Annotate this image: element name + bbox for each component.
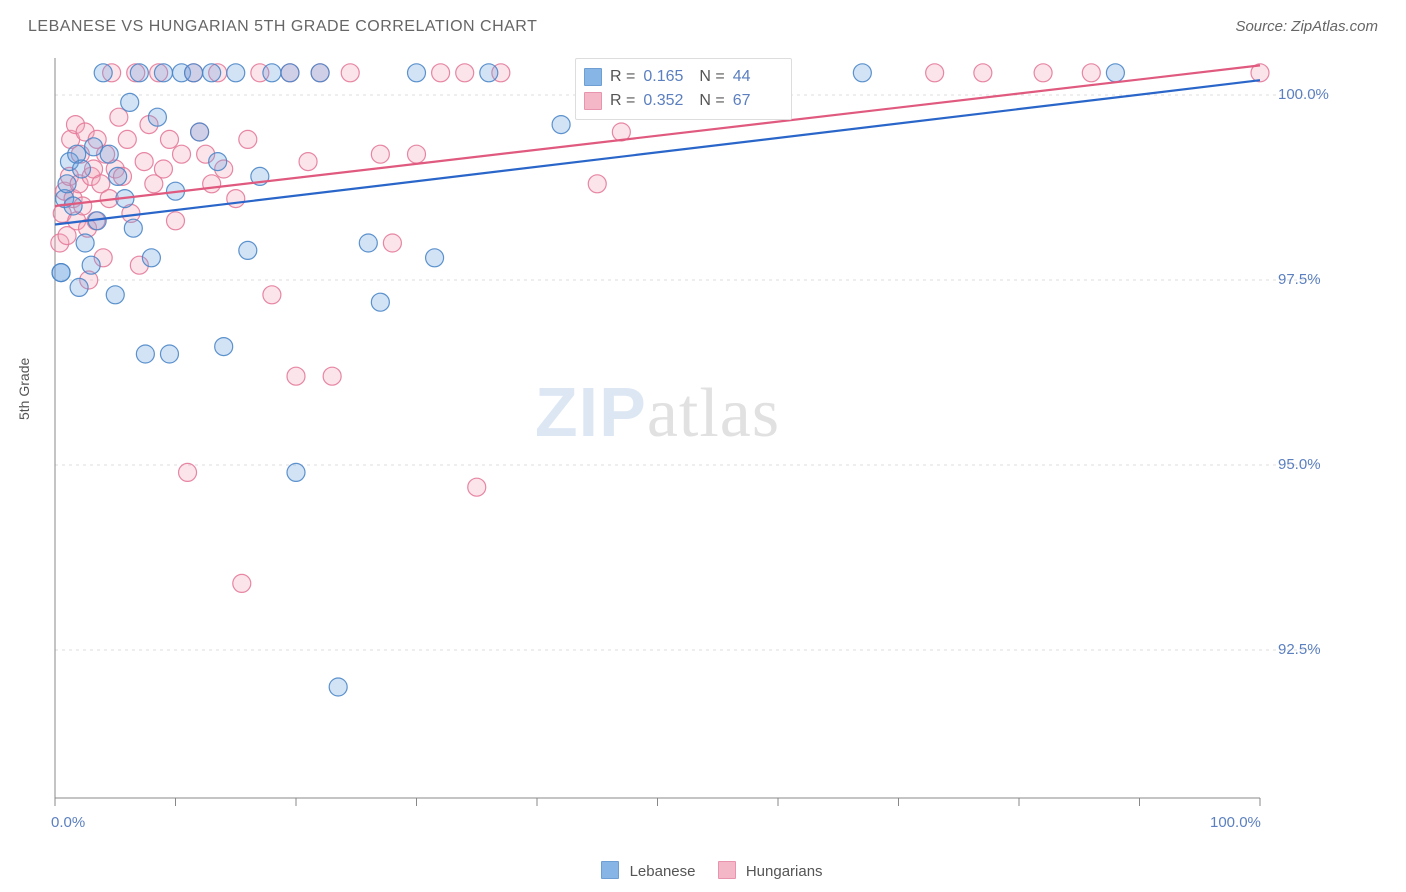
x-tick-label: 0.0% bbox=[51, 814, 85, 831]
n-value-hungarian: 67 bbox=[733, 89, 781, 113]
bottom-legend: Lebanese Hungarians bbox=[0, 861, 1406, 880]
stats-box: R = 0.165 N = 44 R = 0.352 N = 67 bbox=[575, 58, 792, 120]
r-value-hungarian: 0.352 bbox=[643, 89, 691, 113]
y-axis-label: 5th Grade bbox=[16, 358, 32, 420]
y-tick-label: 95.0% bbox=[1278, 456, 1321, 473]
legend-label-lebanese: Lebanese bbox=[630, 863, 696, 880]
r-value-lebanese: 0.165 bbox=[643, 65, 691, 89]
y-tick-label: 100.0% bbox=[1278, 86, 1329, 103]
source-attribution: Source: ZipAtlas.com bbox=[1235, 18, 1378, 35]
plot-area: R = 0.165 N = 44 R = 0.352 N = 67 ZIPatl… bbox=[55, 58, 1260, 798]
chart-title: LEBANESE VS HUNGARIAN 5TH GRADE CORRELAT… bbox=[28, 18, 537, 36]
stats-row-hungarian: R = 0.352 N = 67 bbox=[584, 89, 781, 113]
legend-swatch-hungarian bbox=[718, 861, 736, 879]
scatter-chart bbox=[55, 58, 1260, 798]
x-tick-label: 100.0% bbox=[1210, 814, 1261, 831]
y-tick-label: 92.5% bbox=[1278, 641, 1321, 658]
y-tick-label: 97.5% bbox=[1278, 271, 1321, 288]
stats-row-lebanese: R = 0.165 N = 44 bbox=[584, 65, 781, 89]
legend-swatch-lebanese bbox=[601, 861, 619, 879]
swatch-hungarian bbox=[584, 92, 602, 110]
legend-label-hungarian: Hungarians bbox=[746, 863, 823, 880]
n-value-lebanese: 44 bbox=[733, 65, 781, 89]
swatch-lebanese bbox=[584, 68, 602, 86]
